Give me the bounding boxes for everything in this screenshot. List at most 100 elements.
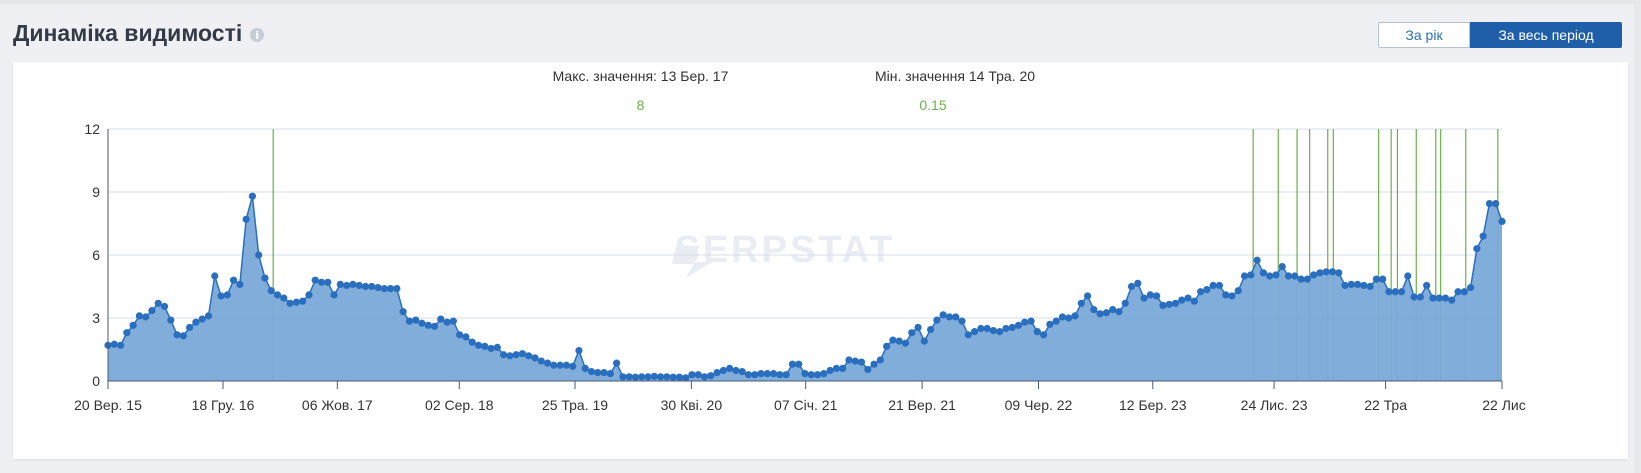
x-tick-label: 02 Сер. 18 <box>425 397 494 413</box>
area-fill <box>108 196 1502 381</box>
y-tick-label: 0 <box>92 373 100 389</box>
data-point <box>1310 271 1318 279</box>
data-point <box>456 331 464 339</box>
scrollbar-track[interactable] <box>1634 0 1641 473</box>
data-point <box>543 359 552 367</box>
data-point <box>1278 262 1286 271</box>
data-point <box>556 361 564 369</box>
data-point <box>512 351 520 359</box>
chart-card: Макс. значення: 13 Бер. 17 8 Мін. значен… <box>13 62 1628 459</box>
data-point <box>914 323 922 332</box>
x-tick-label: 18 Гру. 16 <box>192 397 255 413</box>
data-point <box>1297 275 1305 283</box>
data-point <box>412 316 420 324</box>
data-point <box>374 283 382 292</box>
x-tick-label: 21 Вер. 21 <box>888 397 956 413</box>
toggle-year-button[interactable]: За рік <box>1378 22 1470 48</box>
y-tick-label: 3 <box>92 310 100 326</box>
data-point <box>876 356 884 364</box>
data-point <box>418 319 426 327</box>
data-point <box>361 282 370 291</box>
data-point <box>135 312 143 320</box>
data-point <box>933 316 941 324</box>
data-point <box>1115 308 1123 316</box>
data-point <box>656 373 665 381</box>
info-circle-icon[interactable]: i <box>250 28 265 42</box>
data-point <box>1146 291 1154 299</box>
data-point <box>1247 271 1255 279</box>
data-point <box>895 337 903 345</box>
max-value-label: Макс. значення: 13 Бер. 17 <box>552 68 729 84</box>
data-point <box>1328 268 1337 276</box>
data-point <box>631 373 640 381</box>
data-point <box>732 366 740 375</box>
data-point <box>675 373 684 381</box>
data-point <box>267 287 275 295</box>
data-point <box>386 285 395 293</box>
data-point <box>487 344 495 353</box>
data-point <box>474 341 483 349</box>
y-tick-label: 12 <box>84 121 100 137</box>
data-point <box>776 371 784 379</box>
section-header: Динаміка видимості i <box>13 20 265 47</box>
data-point <box>343 281 351 290</box>
watermark: SERPSTAT <box>674 229 895 271</box>
data-point <box>1391 288 1399 296</box>
data-point <box>1046 320 1054 328</box>
data-point <box>587 367 596 376</box>
data-point <box>1002 324 1010 333</box>
data-point <box>1492 199 1500 208</box>
data-point <box>430 322 439 330</box>
data-point <box>1404 272 1412 280</box>
data-point <box>1479 232 1487 240</box>
data-point <box>424 321 432 329</box>
data-point <box>236 280 244 288</box>
x-tick-label: 24 Лис. 23 <box>1241 397 1308 413</box>
data-point <box>795 360 803 368</box>
data-point <box>964 331 972 339</box>
data-point <box>198 315 206 323</box>
data-point <box>1008 323 1016 332</box>
data-point <box>970 328 979 336</box>
data-point <box>839 364 847 372</box>
data-point <box>537 357 545 365</box>
data-point <box>1341 281 1349 290</box>
data-point <box>273 291 282 299</box>
data-point <box>1366 282 1374 291</box>
data-point <box>305 291 313 299</box>
data-point <box>229 276 238 284</box>
data-point <box>1140 294 1148 302</box>
data-point <box>1485 199 1494 208</box>
data-point <box>380 285 388 293</box>
data-point <box>883 342 891 350</box>
data-point <box>1316 269 1324 277</box>
data-point <box>663 373 671 381</box>
y-tick-label: 6 <box>92 247 100 263</box>
data-point <box>148 307 156 315</box>
toggle-all-period-button[interactable]: За весь період <box>1470 22 1622 48</box>
data-point <box>368 282 376 291</box>
x-tick-label: 30 Кві. 20 <box>661 397 723 413</box>
data-point <box>801 370 809 378</box>
data-point <box>889 336 897 344</box>
data-point <box>569 362 577 370</box>
data-point <box>242 215 250 223</box>
data-point <box>142 313 150 321</box>
data-point <box>437 315 445 323</box>
data-point <box>443 318 451 326</box>
data-point <box>726 364 734 372</box>
data-point <box>1021 318 1029 326</box>
area-series <box>107 196 1503 381</box>
data-point <box>525 352 533 360</box>
data-point <box>493 343 501 351</box>
data-point <box>217 292 225 300</box>
data-point <box>788 360 797 368</box>
data-point <box>1410 293 1418 301</box>
data-point <box>1090 306 1098 314</box>
data-point <box>154 299 162 307</box>
x-tick-label: 09 Чер. 22 <box>1005 397 1073 413</box>
data-point <box>1435 294 1443 302</box>
data-point <box>1240 272 1249 280</box>
data-point <box>613 359 621 367</box>
